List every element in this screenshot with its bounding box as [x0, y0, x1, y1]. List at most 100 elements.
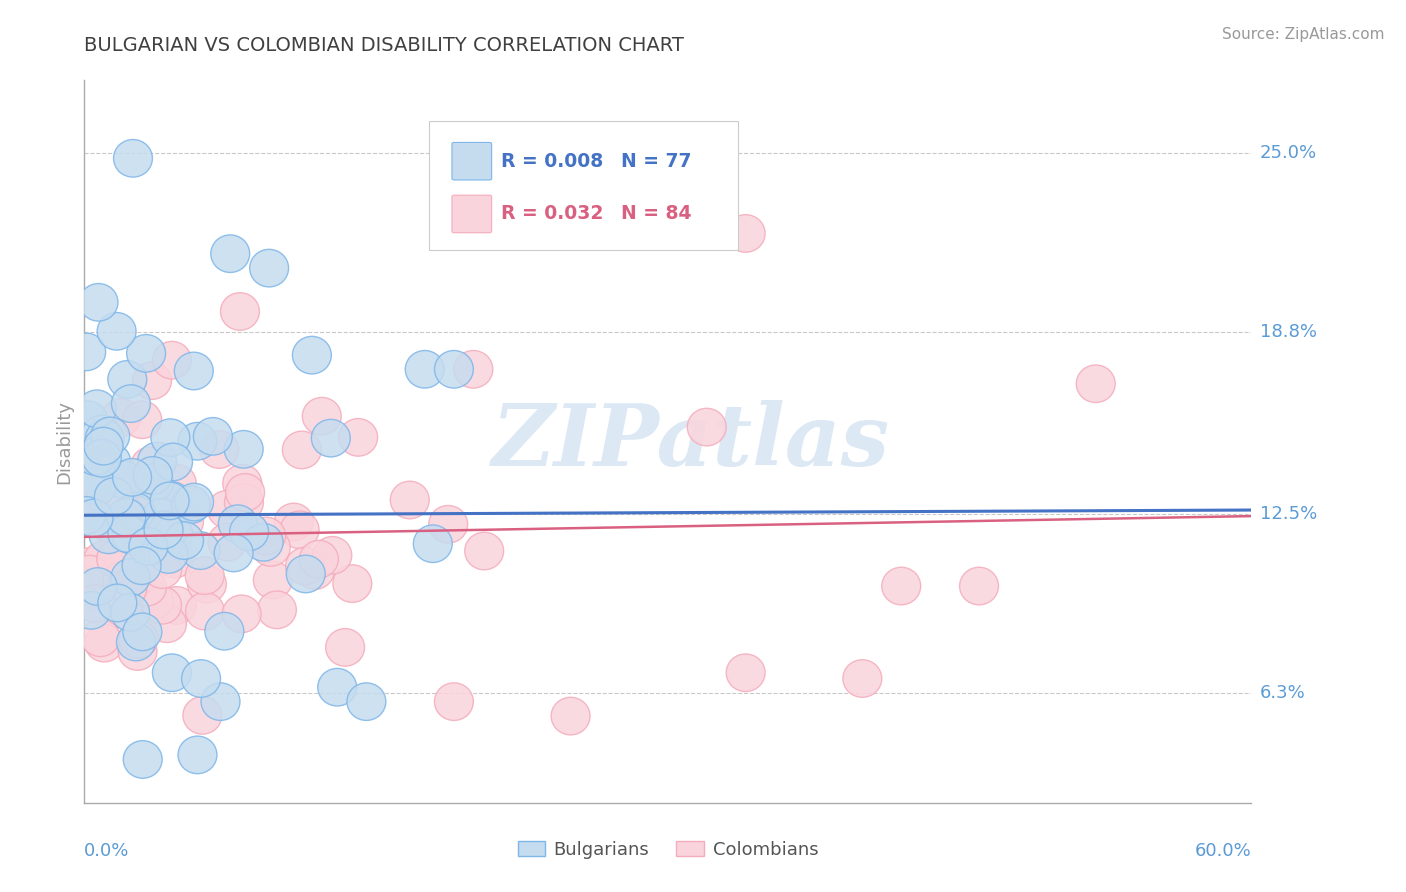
- FancyBboxPatch shape: [451, 195, 492, 233]
- Ellipse shape: [84, 427, 122, 465]
- Ellipse shape: [292, 336, 332, 374]
- Ellipse shape: [103, 561, 142, 599]
- Ellipse shape: [143, 550, 181, 589]
- Ellipse shape: [179, 423, 217, 460]
- Ellipse shape: [75, 500, 112, 537]
- Ellipse shape: [76, 438, 115, 475]
- Ellipse shape: [222, 595, 262, 632]
- Ellipse shape: [120, 620, 157, 658]
- Ellipse shape: [122, 401, 162, 439]
- Ellipse shape: [77, 390, 117, 427]
- Ellipse shape: [70, 556, 108, 593]
- Ellipse shape: [224, 431, 263, 468]
- Ellipse shape: [134, 467, 173, 505]
- Ellipse shape: [101, 491, 141, 529]
- Ellipse shape: [110, 500, 148, 537]
- Ellipse shape: [960, 567, 998, 605]
- Text: 0.0%: 0.0%: [84, 842, 129, 860]
- Ellipse shape: [112, 516, 150, 554]
- Ellipse shape: [111, 593, 149, 632]
- Ellipse shape: [97, 531, 136, 568]
- Ellipse shape: [465, 533, 503, 570]
- Ellipse shape: [211, 235, 250, 272]
- Ellipse shape: [131, 447, 170, 484]
- Ellipse shape: [98, 584, 136, 622]
- Ellipse shape: [134, 457, 173, 494]
- Ellipse shape: [181, 660, 221, 698]
- Ellipse shape: [179, 736, 217, 773]
- Ellipse shape: [405, 351, 444, 388]
- Ellipse shape: [280, 511, 319, 549]
- Ellipse shape: [454, 351, 494, 388]
- Ellipse shape: [314, 536, 352, 574]
- Ellipse shape: [299, 541, 339, 578]
- Ellipse shape: [97, 509, 135, 547]
- Ellipse shape: [108, 360, 146, 398]
- Ellipse shape: [339, 418, 378, 456]
- Ellipse shape: [218, 505, 257, 542]
- Text: BULGARIAN VS COLOMBIAN DISABILITY CORRELATION CHART: BULGARIAN VS COLOMBIAN DISABILITY CORREL…: [84, 36, 685, 54]
- Ellipse shape: [287, 555, 325, 593]
- Ellipse shape: [124, 740, 162, 778]
- Ellipse shape: [107, 541, 146, 579]
- Ellipse shape: [97, 312, 136, 351]
- Ellipse shape: [127, 334, 166, 372]
- Ellipse shape: [186, 592, 225, 630]
- Ellipse shape: [122, 547, 162, 584]
- Ellipse shape: [79, 284, 118, 321]
- Ellipse shape: [214, 534, 253, 572]
- Ellipse shape: [727, 654, 765, 691]
- Ellipse shape: [201, 683, 240, 721]
- Ellipse shape: [129, 528, 167, 566]
- Text: 25.0%: 25.0%: [1260, 144, 1317, 161]
- Ellipse shape: [183, 697, 222, 734]
- Ellipse shape: [174, 352, 214, 390]
- Ellipse shape: [91, 443, 131, 481]
- Ellipse shape: [146, 501, 184, 539]
- Ellipse shape: [148, 605, 187, 642]
- Ellipse shape: [94, 478, 134, 516]
- Ellipse shape: [69, 548, 107, 585]
- Ellipse shape: [156, 541, 194, 578]
- Ellipse shape: [152, 342, 191, 379]
- Ellipse shape: [66, 441, 105, 478]
- Ellipse shape: [150, 419, 190, 457]
- Ellipse shape: [111, 384, 150, 423]
- Text: R = 0.032: R = 0.032: [501, 204, 603, 224]
- Ellipse shape: [101, 552, 141, 590]
- Ellipse shape: [91, 417, 129, 455]
- Ellipse shape: [86, 420, 124, 458]
- Ellipse shape: [225, 474, 264, 511]
- Ellipse shape: [128, 568, 166, 606]
- Ellipse shape: [844, 660, 882, 698]
- Ellipse shape: [103, 591, 142, 629]
- Ellipse shape: [89, 573, 128, 610]
- Ellipse shape: [76, 585, 115, 623]
- Ellipse shape: [112, 458, 152, 496]
- Ellipse shape: [135, 464, 174, 501]
- Text: N = 77: N = 77: [621, 152, 692, 170]
- Ellipse shape: [1077, 365, 1115, 402]
- Ellipse shape: [132, 362, 172, 400]
- Ellipse shape: [551, 698, 591, 735]
- Ellipse shape: [333, 565, 371, 602]
- Ellipse shape: [108, 515, 146, 552]
- Ellipse shape: [157, 465, 197, 502]
- Ellipse shape: [89, 504, 128, 541]
- Ellipse shape: [245, 524, 283, 561]
- Ellipse shape: [153, 443, 193, 481]
- Ellipse shape: [118, 632, 157, 670]
- Ellipse shape: [302, 398, 342, 435]
- Ellipse shape: [172, 486, 211, 524]
- Ellipse shape: [208, 491, 246, 528]
- Ellipse shape: [122, 613, 162, 650]
- Text: 18.8%: 18.8%: [1260, 323, 1316, 341]
- Ellipse shape: [117, 624, 156, 661]
- Ellipse shape: [295, 552, 335, 590]
- Ellipse shape: [143, 511, 183, 549]
- Ellipse shape: [181, 532, 219, 569]
- Ellipse shape: [283, 431, 322, 468]
- Ellipse shape: [107, 499, 146, 536]
- Ellipse shape: [111, 558, 150, 596]
- Ellipse shape: [391, 481, 429, 519]
